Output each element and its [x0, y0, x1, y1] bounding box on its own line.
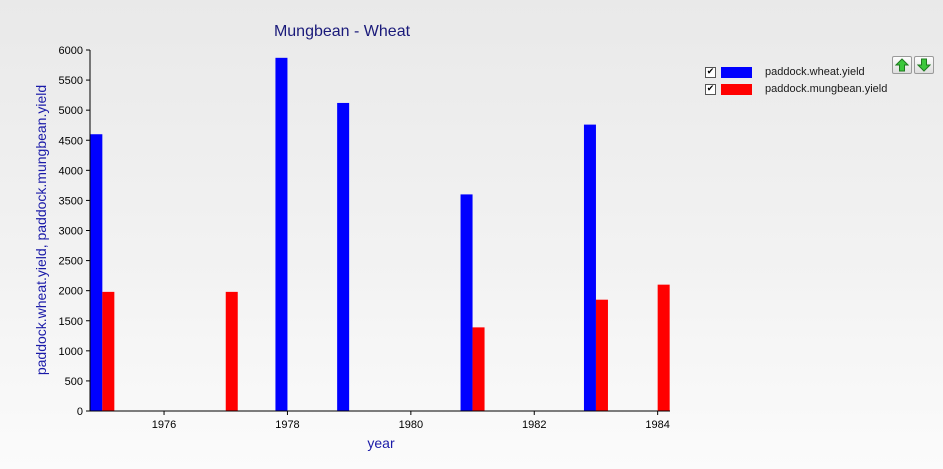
y-tick-label: 5500 — [59, 75, 83, 87]
y-tick-label: 2500 — [59, 256, 83, 268]
move-down-button[interactable] — [914, 56, 934, 74]
y-tick-label: 1500 — [59, 316, 83, 328]
y-tick-label: 0 — [77, 406, 83, 418]
chart-title: Mungbean - Wheat — [274, 23, 411, 40]
y-tick-label: 2000 — [59, 286, 83, 298]
y-tick-label: 3500 — [59, 195, 83, 207]
legend-swatch-mungbean — [721, 83, 752, 95]
arrow-up-icon — [895, 58, 909, 72]
y-tick-label: 4000 — [59, 165, 83, 177]
axes-layer: 0 500 1000 1500 2000 2500 3000 3500 4000 4500 5000… — [59, 45, 670, 431]
x-tick-label: 1984 — [645, 419, 669, 431]
x-tick-label: 1982 — [522, 419, 546, 431]
arrow-down-icon — [917, 58, 931, 72]
bar-wheat-1978 — [275, 57, 288, 412]
move-up-button[interactable] — [892, 56, 912, 74]
bar-wheat-1979 — [337, 102, 350, 412]
legend-checkbox-mungbean[interactable]: ✔ — [705, 83, 716, 95]
x-tick-label: 1978 — [275, 419, 299, 431]
y-tick-label: 4500 — [59, 135, 83, 147]
legend-item-wheat[interactable]: ✔ paddock.wheat.yield — [705, 64, 887, 80]
x-tick-label: 1976 — [152, 419, 176, 431]
bar-mungbean-1981 — [472, 327, 485, 411]
y-tick-label: 5000 — [59, 105, 83, 117]
legend-order-buttons — [892, 56, 934, 74]
legend-item-mungbean[interactable]: ✔ paddock.mungbean.yield — [705, 81, 887, 97]
bar-mungbean-1984 — [657, 284, 670, 411]
bar-mungbean-1983 — [595, 299, 608, 411]
y-tick-label: 3000 — [59, 226, 83, 238]
x-axis-label: year — [367, 435, 395, 451]
y-tick-label: 1000 — [59, 346, 83, 358]
legend-label-wheat: paddock.wheat.yield — [765, 66, 865, 78]
legend: ✔ paddock.wheat.yield ✔ paddock.mungbean… — [705, 64, 887, 98]
bar-wheat-1981 — [460, 194, 473, 411]
bar-mungbean-1975 — [102, 291, 115, 411]
bars-layer — [90, 57, 670, 412]
x-tick-label: 1980 — [399, 419, 423, 431]
legend-checkbox-wheat[interactable]: ✔ — [705, 66, 716, 78]
legend-label-mungbean: paddock.mungbean.yield — [765, 83, 888, 95]
bar-mungbean-1977 — [225, 291, 238, 411]
legend-swatch-wheat — [721, 66, 752, 78]
bar-wheat-1983 — [583, 124, 596, 412]
y-tick-label: 500 — [65, 376, 83, 388]
y-axis-label: paddock.wheat.yield, paddock.mungbean.yi… — [33, 85, 49, 375]
y-tick-label: 6000 — [59, 45, 83, 57]
bar-wheat-1975 — [90, 134, 103, 411]
